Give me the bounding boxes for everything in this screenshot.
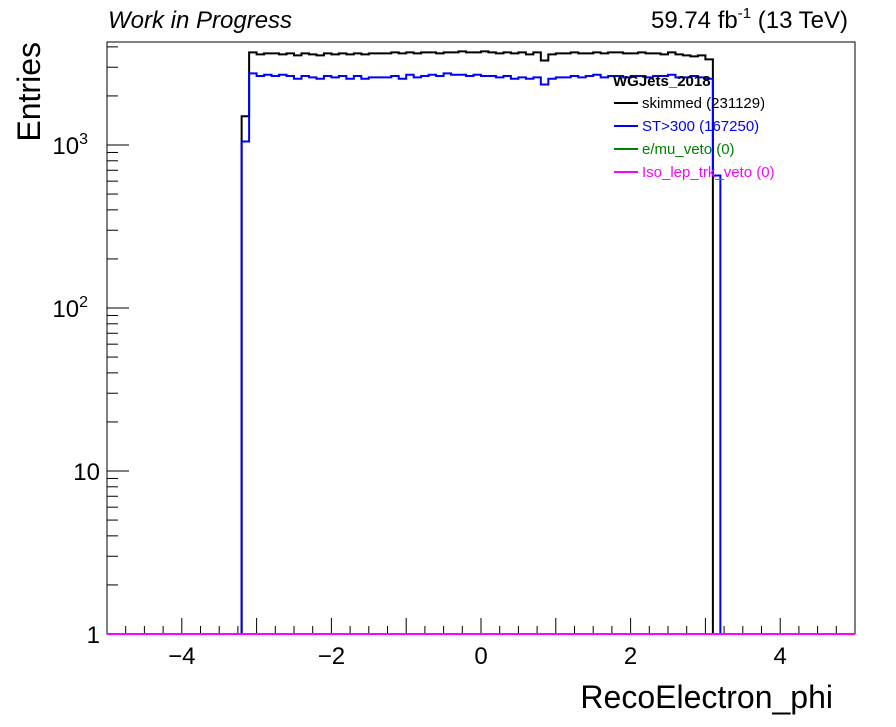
y-tick-label: 102 [52,294,88,323]
lumi-energy: (13 TeV) [751,7,848,34]
x-tick-label: 0 [474,643,487,670]
x-tick-label: −2 [318,643,345,670]
legend-label: ST>300 (167250) [642,118,759,135]
x-tick-label: 4 [774,643,787,670]
x-tick-labels: −4 −2 0 2 4 [168,643,787,670]
y-tick-label: 10 [73,459,100,486]
histogram-line [240,50,721,635]
y-axis-title: Entries [11,42,47,142]
legend-label: Iso_lep_trk_veto (0) [642,164,775,181]
work-in-progress-label: Work in Progress [108,7,292,34]
y-tick-label: 103 [52,131,88,160]
y-tick-labels: 1 10 102 103 [52,131,100,649]
y-tick-label: 1 [87,622,100,649]
histogram-line [240,72,722,634]
legend-entries: skimmed (231129) ST>300 (167250) e/mu_veto… [614,95,775,181]
lumi-exponent: -1 [738,5,751,22]
legend-entry: skimmed (231129) [614,95,765,112]
x-tick-label: 2 [624,643,637,670]
series-2 [240,72,722,634]
legend-label: e/mu_veto (0) [642,141,735,158]
legend-title: WGJets_2018 [613,73,711,90]
series-layer [107,50,855,635]
legend-entry: e/mu_veto (0) [614,141,735,158]
legend-entry: ST>300 (167250) [614,118,759,135]
series-1 [240,50,721,635]
legend: WGJets_2018 skimmed (231129) ST>300 (1672… [613,73,775,181]
x-tick-label: −4 [168,643,195,670]
legend-entry: Iso_lep_trk_veto (0) [614,164,775,181]
axis-ticks [106,46,856,635]
luminosity-label: 59.74 fb-1 (13 TeV) [651,5,848,34]
legend-label: skimmed (231129) [642,95,765,112]
x-axis-title: RecoElectron_phi [580,679,833,715]
lumi-main: 59.74 fb [651,7,738,34]
